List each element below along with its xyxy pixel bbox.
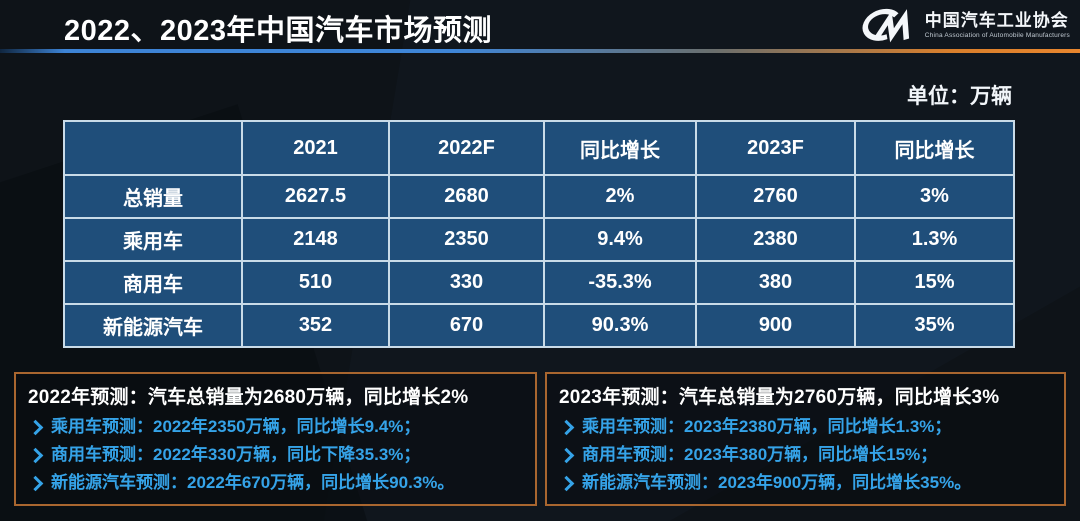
cell-2022f: 2680: [388, 174, 545, 219]
list-item: 商用车预测：2023年380万辆，同比增长15%；: [558, 445, 1054, 464]
list-item: 新能源汽车预测：2022年670万辆，同比增长90.3%。: [27, 473, 525, 492]
arrow-bullet-icon: [27, 419, 44, 435]
page-title: 2022、2023年中国汽车市场预测: [64, 15, 493, 47]
cell-2021: 352: [241, 303, 390, 348]
logo-name-en: China Association of Automobile Manufact…: [924, 32, 1070, 40]
cell-2023f: 900: [695, 303, 856, 348]
bullet-text: 新能源汽车预测：2023年900万辆，同比增长35%。: [582, 473, 972, 492]
cell-yoy-2023: 3%: [854, 174, 1015, 219]
cell-2022f: 330: [388, 260, 545, 305]
cell-2021: 2627.5: [241, 174, 390, 219]
bullet-text: 乘用车预测：2022年2350万辆，同比增长9.4%；: [51, 417, 421, 436]
arrow-bullet-icon: [558, 475, 575, 491]
cell-yoy-2023: 15%: [854, 260, 1015, 305]
cell-2023f: 380: [695, 260, 856, 305]
col-header-2023f: 2023F: [695, 120, 856, 176]
col-header-yoy-2023: 同比增长: [854, 120, 1015, 176]
title-underline: [0, 49, 1080, 53]
forecast-box-2023: 2023年预测：汽车总销量为2760万辆，同比增长3% 乘用车预测：2023年2…: [545, 372, 1066, 506]
list-item: 商用车预测：2022年330万辆，同比下降35.3%；: [27, 445, 525, 464]
table-row: 乘用车 2148 2350 9.4% 2380 1.3%: [63, 217, 1015, 262]
list-item: 新能源汽车预测：2023年900万辆，同比增长35%。: [558, 473, 1054, 492]
cell-2022f: 2350: [388, 217, 545, 262]
table-row: 总销量 2627.5 2680 2% 2760 3%: [63, 174, 1015, 219]
arrow-bullet-icon: [558, 419, 575, 435]
logo-name-cn: 中国汽车工业协会: [924, 11, 1069, 31]
cell-2021: 2148: [241, 217, 390, 262]
cell-2023f: 2760: [695, 174, 856, 219]
row-label: 新能源汽车: [63, 303, 243, 348]
cam-logo-icon: [862, 8, 909, 43]
arrow-bullet-icon: [27, 447, 44, 463]
cell-2021: 510: [241, 260, 390, 305]
cell-yoy-2022: 2%: [543, 174, 697, 219]
list-item: 乘用车预测：2023年2380万辆，同比增长1.3%；: [558, 417, 1054, 436]
forecast-2022-title: 2022年预测：汽车总销量为2680万辆，同比增长2%: [28, 387, 469, 408]
cell-yoy-2023: 1.3%: [854, 217, 1015, 262]
arrow-bullet-icon: [558, 447, 575, 463]
table-row: 商用车 510 330 -35.3% 380 15%: [63, 260, 1015, 305]
cell-yoy-2022: 90.3%: [543, 303, 697, 348]
logo: 中国汽车工业协会 China Association of Automobile…: [852, 6, 1070, 46]
col-header-2021: 2021: [241, 120, 390, 176]
table-header-row: 2021 2022F 同比增长 2023F 同比增长: [63, 120, 1015, 176]
bullet-text: 乘用车预测：2023年2380万辆，同比增长1.3%；: [582, 417, 952, 436]
col-header-yoy-2022: 同比增长: [543, 120, 697, 176]
col-header-blank: [63, 120, 243, 176]
table-row: 新能源汽车 352 670 90.3% 900 35%: [63, 303, 1015, 348]
cell-2023f: 2380: [695, 217, 856, 262]
forecast-box-2022: 2022年预测：汽车总销量为2680万辆，同比增长2% 乘用车预测：2022年2…: [14, 372, 537, 506]
cell-2022f: 670: [388, 303, 545, 348]
forecast-table: 2021 2022F 同比增长 2023F 同比增长 总销量 2627.5 26…: [63, 120, 1015, 348]
col-header-2022f: 2022F: [388, 120, 545, 176]
forecast-2023-title: 2023年预测：汽车总销量为2760万辆，同比增长3%: [559, 387, 1000, 408]
bullet-text: 商用车预测：2022年330万辆，同比下降35.3%；: [51, 445, 421, 464]
row-label: 总销量: [63, 174, 243, 219]
bullet-text: 新能源汽车预测：2022年670万辆，同比增长90.3%。: [51, 473, 455, 492]
row-label: 乘用车: [63, 217, 243, 262]
cell-yoy-2023: 35%: [854, 303, 1015, 348]
list-item: 乘用车预测：2022年2350万辆，同比增长9.4%；: [27, 417, 525, 436]
cell-yoy-2022: 9.4%: [543, 217, 697, 262]
cell-yoy-2022: -35.3%: [543, 260, 697, 305]
arrow-bullet-icon: [27, 475, 44, 491]
bullet-text: 商用车预测：2023年380万辆，同比增长15%；: [582, 445, 938, 464]
unit-label: 单位：万辆: [907, 85, 1012, 108]
logo-text: 中国汽车工业协会 China Association of Automobile…: [925, 12, 1070, 40]
row-label: 商用车: [63, 260, 243, 305]
